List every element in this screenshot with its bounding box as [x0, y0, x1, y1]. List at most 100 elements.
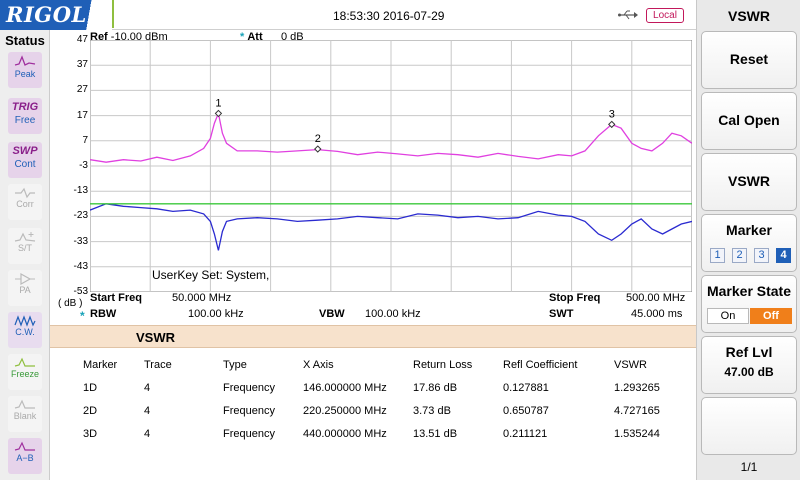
- brand-logo: RIGOL: [0, 0, 112, 30]
- cell-marker: 3D: [83, 428, 98, 440]
- marker-point: [608, 120, 616, 129]
- cw-waveform-icon: [14, 315, 36, 327]
- y-tick-label: -13: [73, 185, 88, 197]
- marker-option-1[interactable]: 1: [710, 248, 725, 263]
- vswr-button[interactable]: VSWR: [701, 153, 797, 211]
- vbw-value: 100.00 kHz: [365, 308, 421, 320]
- cell-return-loss: 3.73 dB: [413, 405, 451, 417]
- cell-return-loss: 17.86 dB: [413, 382, 458, 394]
- status-sidebar: Status Peak TRIG Free SWP Cont Corr S/T …: [0, 30, 50, 480]
- marker-label: 1: [215, 97, 221, 109]
- cell-return-loss: 13.51 dB: [413, 428, 458, 440]
- correction-icon: [15, 187, 35, 199]
- marker-option-2[interactable]: 2: [732, 248, 747, 263]
- cal-open-button-label: Cal Open: [718, 112, 780, 128]
- plot-area[interactable]: 1 2 3: [90, 40, 692, 292]
- cal-open-button[interactable]: Cal Open: [701, 92, 797, 150]
- ref-level-button[interactable]: Ref Lvl 47.00 dB: [701, 336, 797, 394]
- status-cw-label: C.W.: [15, 327, 35, 337]
- trace-blue: [90, 203, 692, 251]
- swt-label: SWT: [549, 308, 574, 320]
- bandwidth-info-row: RBW 100.00 kHz VBW 100.00 kHz SWT 45.000…: [90, 308, 692, 322]
- cell-marker: 2D: [83, 405, 98, 417]
- y-tick-label: -3: [79, 160, 88, 171]
- cell-vswr: 4.727165: [614, 405, 660, 417]
- cell-vswr: 1.535244: [614, 428, 660, 440]
- waveform-icon: [14, 55, 36, 66]
- ref-level-value: 47.00 dB: [724, 365, 774, 379]
- status-a-minus-b-label: A−B: [16, 453, 34, 463]
- marker-selector[interactable]: Marker 1 2 3 4: [701, 214, 797, 272]
- status-trig-label: Free: [14, 115, 36, 126]
- status-a-minus-b[interactable]: A−B: [8, 438, 42, 474]
- vbw-label: VBW: [319, 308, 345, 320]
- preamp-icon: [15, 273, 35, 285]
- y-tick-label: 27: [76, 84, 88, 96]
- marker-option-4-selected[interactable]: 4: [776, 248, 791, 263]
- swp-glyph: SWP: [12, 145, 38, 157]
- status-sweep-label: Cont: [14, 159, 36, 170]
- status-cw[interactable]: C.W.: [8, 312, 42, 348]
- cell-trace: 4: [144, 382, 151, 394]
- empty-softkey[interactable]: [701, 397, 797, 455]
- cell-refl-coefficient: 0.211121: [503, 428, 548, 440]
- y-axis-labels: 47 37 27 17 7 -3 -13 -23 -33 -43 -53: [50, 30, 90, 322]
- col-header-marker: Marker: [83, 359, 118, 371]
- cell-vswr: 1.293265: [614, 382, 660, 394]
- col-header-type: Type: [223, 359, 247, 371]
- status-sweep[interactable]: SWP Cont: [8, 142, 42, 178]
- top-bar: RIGOL 18:53:30 2016-07-29 Local: [0, 0, 696, 30]
- marker-point: [214, 109, 223, 118]
- rbw-value: 100.00 kHz: [188, 308, 244, 320]
- rbw-label: RBW: [90, 308, 117, 320]
- brand-name: RIGOL: [6, 2, 87, 27]
- col-header-return-loss: Return Loss: [413, 359, 473, 371]
- table-row[interactable]: 1D 4 Frequency 146.000000 MHz 17.86 dB 0…: [50, 378, 696, 401]
- marker-state-toggle[interactable]: Marker State On Off: [701, 275, 797, 333]
- status-pa-label: PA: [19, 285, 31, 295]
- status-corr[interactable]: Corr: [8, 184, 42, 220]
- status-st[interactable]: S/T: [8, 228, 42, 264]
- status-pa[interactable]: PA: [8, 270, 42, 306]
- status-blank[interactable]: Blank: [8, 396, 42, 432]
- status-trig[interactable]: TRIG Free: [8, 98, 42, 134]
- vswr-panel-title: VSWR: [136, 330, 175, 345]
- swt-value: 45.000 ms: [631, 308, 683, 320]
- y-tick-label: -33: [73, 235, 88, 247]
- frequency-info-row: Start Freq 50.000 MHz Stop Freq 500.00 M…: [90, 292, 692, 306]
- marker-state-on[interactable]: On: [707, 308, 749, 324]
- reset-button[interactable]: Reset: [701, 31, 797, 89]
- marker-state-off[interactable]: Off: [750, 308, 792, 324]
- cell-refl-coefficient: 0.127881: [503, 382, 549, 394]
- marker-option-3[interactable]: 3: [754, 248, 769, 263]
- local-mode-badge: Local: [646, 8, 684, 23]
- stop-freq-value: 500.00 MHz: [626, 292, 686, 304]
- status-freeze-label: Freeze: [10, 369, 39, 379]
- status-peak[interactable]: Peak: [8, 52, 42, 88]
- softkey-menu: VSWR Reset Cal Open VSWR Marker 1 2 3 4 …: [696, 0, 800, 480]
- userkey-status: UserKey Set: System,: [152, 268, 270, 282]
- col-header-refl-coefficient: Refl Coefficient: [503, 359, 578, 371]
- y-tick-label: -43: [73, 260, 88, 272]
- vswr-results-panel: VSWR Marker Trace Type X Axis Return Los…: [50, 325, 696, 480]
- menu-page-indicator: 1/1: [740, 460, 758, 474]
- table-row[interactable]: 2D 4 Frequency 220.250000 MHz 3.73 dB 0.…: [50, 401, 696, 424]
- marker-label: 3: [609, 108, 615, 120]
- status-st-label: S/T: [17, 243, 32, 253]
- reset-button-label: Reset: [729, 51, 769, 67]
- auto-flag-icon: *: [240, 31, 245, 43]
- menu-title: VSWR: [728, 8, 770, 24]
- table-row[interactable]: 3D 4 Frequency 440.000000 MHz 13.51 dB 0…: [50, 424, 696, 447]
- vswr-table: Marker Trace Type X Axis Return Loss Ref…: [50, 355, 696, 447]
- start-freq-label: Start Freq: [90, 292, 142, 304]
- status-freeze[interactable]: Freeze: [8, 354, 42, 390]
- cell-refl-coefficient: 0.650787: [503, 405, 549, 417]
- marker-options: 1 2 3 4: [708, 248, 794, 264]
- y-tick-label: 7: [82, 134, 88, 146]
- col-header-x-axis: X Axis: [303, 359, 334, 371]
- cell-x-axis: 440.000000 MHz: [303, 428, 387, 440]
- cell-x-axis: 220.250000 MHz: [303, 405, 387, 417]
- blank-icon: [14, 399, 35, 409]
- cell-type: Frequency: [223, 428, 275, 440]
- marker-selector-title: Marker: [726, 222, 772, 238]
